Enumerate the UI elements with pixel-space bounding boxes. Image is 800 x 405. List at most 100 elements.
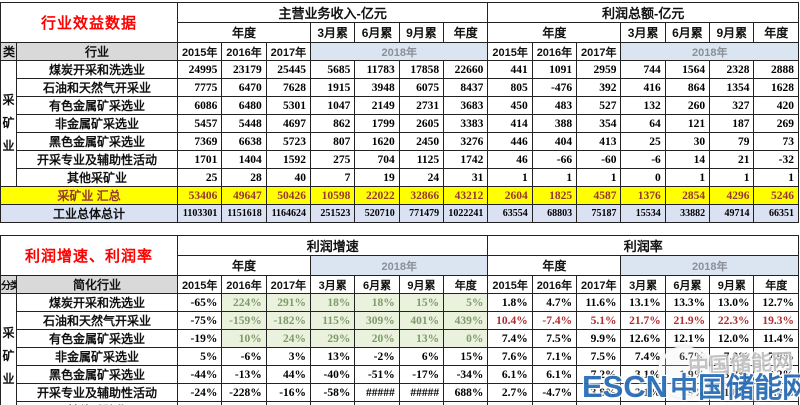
section-header-margin: 利润率 (487, 235, 799, 256)
col-header-2015: 2015年 (177, 42, 223, 61)
table-row: 其他采矿业 -7% 0% 0% 0% 0% -18% -27% 5.7% 4.9… (1, 401, 799, 405)
margin-cell: 7.5% (531, 329, 578, 348)
margin-cell: 12.1% (664, 329, 711, 348)
industry-label: 非金属矿采选业 (15, 114, 179, 133)
summary-cell: 53406 (177, 186, 223, 205)
revenue-profit-table: 行业效益数据 主营业务收入-亿元 利润总额-亿元 年度 3月累 6月累 9月累 … (0, 2, 799, 223)
growth-cell: -58% (310, 383, 356, 402)
table-row: 开采专业及辅助性活动 1701 1404 1592 275 704 1125 1… (1, 150, 799, 169)
summary-cell: 2854 (664, 186, 711, 205)
summary-cell: 43212 (443, 186, 489, 205)
section-header-profit: 利润总额-亿元 (487, 2, 799, 23)
profit-cell: 413 (576, 132, 622, 151)
growth-cell: 3% (265, 347, 312, 366)
growth-cell: -159% (221, 311, 267, 330)
total-cell: 63554 (487, 204, 533, 223)
class-column-header: 类 (0, 42, 17, 61)
margin-cell: 4.7% (531, 293, 578, 312)
revenue-cell: 7775 (177, 78, 223, 97)
margin-cell: 10.4% (487, 311, 533, 330)
revenue-cell: 1915 (310, 78, 356, 97)
profit-cell: 1091 (531, 60, 578, 79)
growth-cell: -40% (310, 365, 356, 384)
table-row: 有色金属矿采选业 6086 6480 5301 1047 2149 2731 3… (1, 96, 799, 115)
revenue-cell: 6470 (221, 78, 267, 97)
table-row: 采矿业 煤炭开采和洗选业 -65% 224% 291% 18% 18% 15% … (0, 293, 799, 405)
total-cell: 68803 (531, 204, 578, 223)
growth-cell: -17% (398, 365, 445, 384)
margin-cell: 3.2% (709, 365, 755, 384)
industry-label: 其他采矿业 (15, 401, 179, 405)
growth-margin-table: 利润增速、利润率 利润增速 利润率 年度 2018年 年度 2018年 分类 简… (0, 235, 799, 405)
col-header-fy: 年度 (443, 22, 489, 43)
stamp-watermark-circle (658, 346, 710, 398)
growth-cell: 13% (310, 347, 356, 366)
margin-cell: 11.4% (753, 329, 799, 348)
revenue-cell: 862 (310, 114, 356, 133)
revenue-cell: 5685 (310, 60, 356, 79)
summary-cell: 5246 (753, 186, 799, 205)
margin-cell: 7.4% (487, 329, 533, 348)
table-gap (0, 223, 800, 235)
summary-cell: 1376 (620, 186, 666, 205)
summary-cell: 49647 (221, 186, 267, 205)
total-cell: 771479 (398, 204, 445, 223)
escn-watermark: ESCN中国储能网 (582, 366, 800, 405)
revenue-cell: 8437 (443, 78, 489, 97)
revenue-cell: 28 (221, 168, 267, 187)
revenue-cell: 4697 (265, 114, 312, 133)
col-header-fy: 年度 (443, 275, 489, 294)
revenue-cell: 6638 (221, 132, 267, 151)
total-cell: 1103301 (177, 204, 223, 223)
margin-cell: 7.4% (620, 347, 666, 366)
profit-cell: 805 (487, 78, 533, 97)
profit-cell: 79 (709, 132, 755, 151)
total-cell: 520710 (354, 204, 400, 223)
revenue-cell: 1701 (177, 150, 223, 169)
col-header-q2: 6月累 (354, 275, 400, 294)
escn-watermark-cjk: 中国储能网 (670, 372, 800, 403)
growth-cell: -7% (177, 401, 223, 405)
class-column-header: 分类 (0, 275, 17, 294)
industry-label: 开采专业及辅助性活动 (15, 383, 179, 402)
profit-cell: 2959 (576, 60, 622, 79)
profit-cell: 1564 (664, 60, 711, 79)
margin-cell: 12.6% (620, 329, 666, 348)
industry-label: 非金属矿采选业 (15, 347, 179, 366)
period-header-row: 年度 3月累 6月累 9月累 年度 年度 3月累 6月累 9月累 年度 (1, 22, 799, 43)
table-row: 黑色金属矿采选业 7369 6638 5723 807 1620 2450 32… (1, 132, 799, 151)
growth-cell: -51% (354, 365, 400, 384)
revenue-cell: 2450 (398, 132, 445, 151)
growth-cell: 291% (265, 293, 312, 312)
industry-label: 煤炭开采和洗选业 (15, 60, 179, 79)
growth-cell: 115% (310, 311, 356, 330)
total-cell: 251523 (310, 204, 356, 223)
profit-cell: 441 (487, 60, 533, 79)
profit-cell: 73 (753, 132, 799, 151)
col-header-fy: 年度 (753, 22, 799, 43)
revenue-cell: 7 (310, 168, 356, 187)
summary-row: 采矿业 汇总 53406 49647 50426 10598 22022 328… (0, 186, 799, 205)
revenue-cell: 6480 (221, 96, 267, 115)
profit-cell: -476 (531, 78, 578, 97)
profit-cell: -66 (531, 150, 578, 169)
total-cell: 1164624 (265, 204, 312, 223)
revenue-cell: 19 (354, 168, 400, 187)
profit-cell: 132 (620, 96, 666, 115)
col-header-2018: 2018年 (620, 42, 799, 61)
year-header-row: 类 行业 2015年 2016年 2017年 2018年 2015年 2016年… (0, 42, 799, 61)
growth-cell: -44% (177, 365, 223, 384)
revenue-cell: 2731 (398, 96, 445, 115)
growth-cell: 24% (265, 329, 312, 348)
table-row: 非金属矿采选业 5457 5448 4697 862 1799 2605 338… (1, 114, 799, 133)
revenue-cell: 1620 (354, 132, 400, 151)
margin-cell: 22.3% (709, 311, 755, 330)
growth-cell: -16% (265, 383, 312, 402)
revenue-cell: 25 (177, 168, 223, 187)
growth-cell: 0% (310, 401, 356, 405)
col-header-2018: 2018年 (620, 255, 799, 276)
revenue-cell: 7628 (265, 78, 312, 97)
revenue-cell: 1742 (443, 150, 489, 169)
revenue-cell: 3383 (443, 114, 489, 133)
industry-column-header: 行业 (15, 42, 179, 61)
